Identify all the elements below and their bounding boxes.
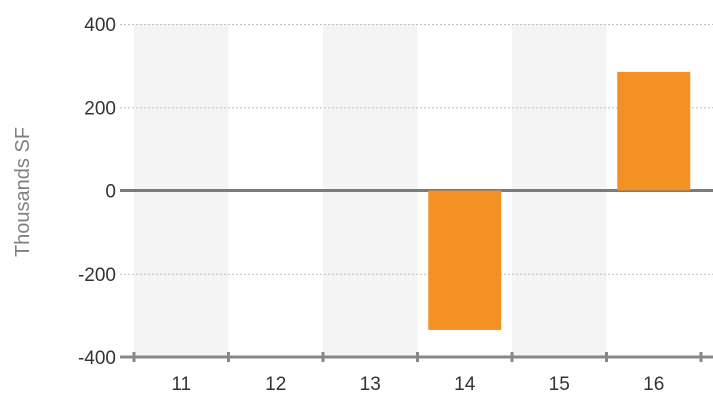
y-tick-label: 400 [84, 15, 116, 36]
x-tick-label: 14 [454, 374, 476, 394]
y-axis: 400 200 0 -200 -400 [78, 15, 116, 369]
bar-14 [428, 190, 502, 330]
x-tick-label: 15 [549, 374, 570, 394]
y-tick-label: -200 [78, 265, 116, 286]
x-tick-label: 16 [643, 374, 664, 394]
x-tick-label: 12 [265, 374, 286, 394]
y-tick-label: 0 [105, 182, 116, 203]
y-axis-title: Thousands SF [12, 127, 34, 257]
bar-series [428, 71, 691, 330]
x-axis: 11 12 13 14 15 16 [120, 352, 713, 394]
gridlines [120, 24, 713, 275]
y-tick-label: 200 [84, 98, 116, 119]
y-tick-label: -400 [78, 348, 116, 369]
x-tick-label: 11 [171, 374, 191, 394]
x-tick-label: 13 [360, 374, 381, 394]
bar-16 [617, 71, 691, 191]
